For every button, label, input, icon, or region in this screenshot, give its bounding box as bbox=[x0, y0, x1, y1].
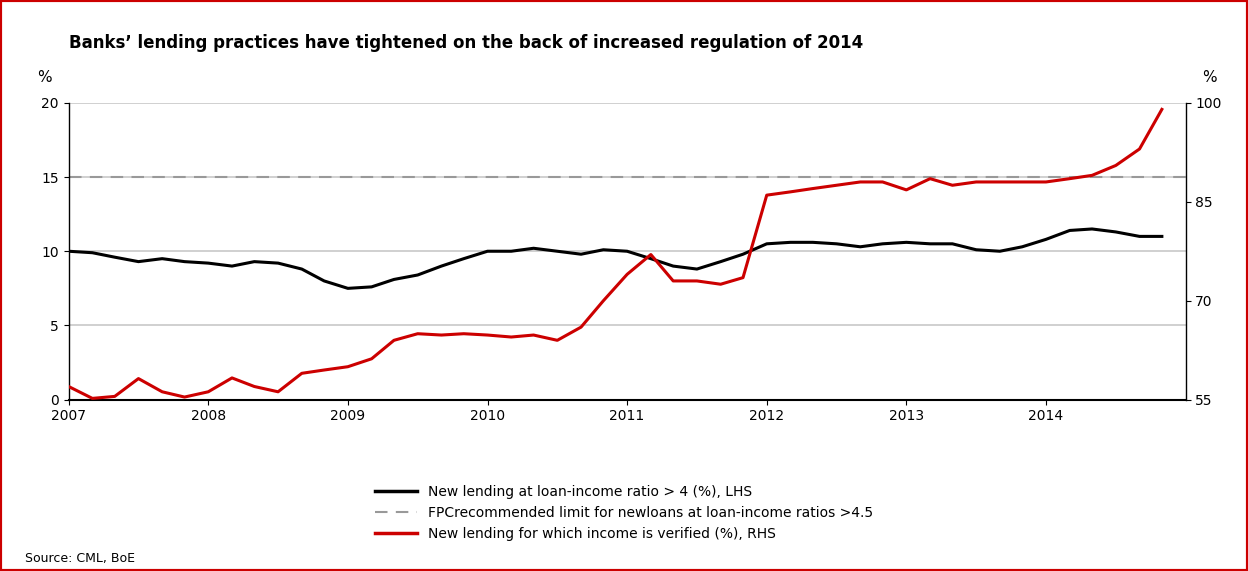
Legend: New lending at loan-income ratio > 4 (%), LHS, FPCrecommended limit for newloans: New lending at loan-income ratio > 4 (%)… bbox=[376, 485, 872, 541]
Text: %: % bbox=[1202, 70, 1217, 85]
Text: Banks’ lending practices have tightened on the back of increased regulation of 2: Banks’ lending practices have tightened … bbox=[69, 34, 862, 53]
Text: Source: CML, BoE: Source: CML, BoE bbox=[25, 552, 135, 565]
Text: %: % bbox=[37, 70, 52, 85]
